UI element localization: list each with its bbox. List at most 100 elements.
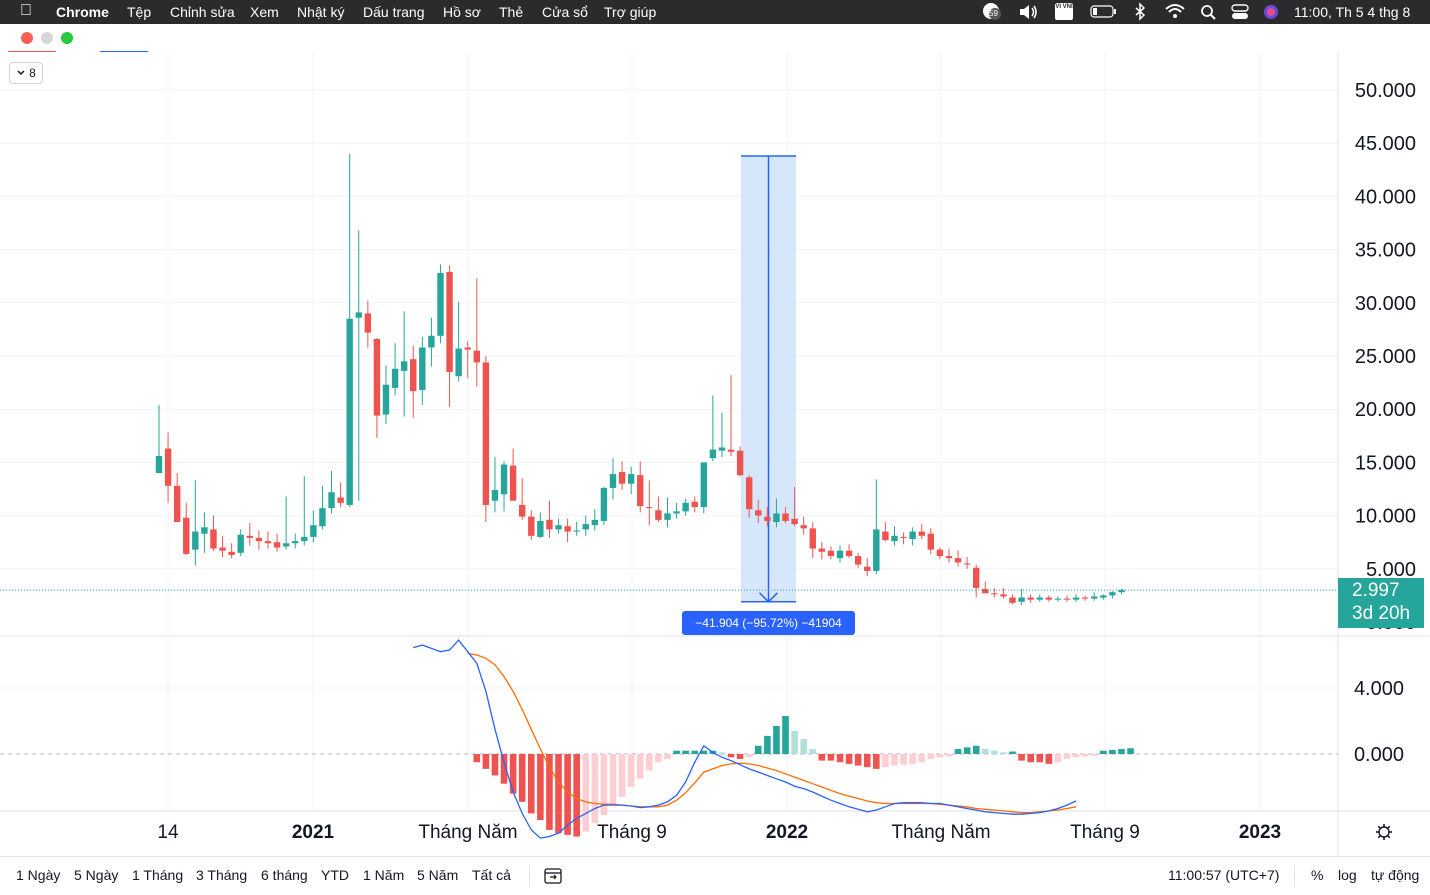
candle-body [1063,598,1071,600]
candle [428,317,435,367]
macd-histogram-bar [927,754,935,759]
goto-date-icon[interactable] [543,867,563,888]
candle [555,518,562,534]
control-center-icon[interactable] [1230,0,1250,24]
window-titlebar [0,24,1430,53]
candle-body [192,531,199,550]
macd-histogram-bar [537,754,544,820]
candle-body [391,368,399,388]
measure-arrow-head [758,592,779,603]
candle-body [1118,590,1125,593]
toolbar-divider [529,865,530,887]
menu-bookmarks[interactable]: Dấu trang [363,4,425,20]
auto-scale-button[interactable]: tự động [1371,867,1420,883]
candle-body [473,350,480,363]
candle [455,301,462,382]
candle-body [228,551,235,555]
time-tick-label: 2022 [766,822,808,843]
candle-body [945,556,953,559]
candle-body [509,465,517,501]
candle [973,564,980,598]
macd-histogram-bar [791,730,798,754]
candle [1027,594,1034,603]
menu-edit[interactable]: Chỉnh sửa [170,4,235,20]
range-1m-button[interactable]: 1 Tháng [132,867,184,883]
price-chart[interactable]: 50.000 45.000 40.000 35.000 30.000 25.000 20.0… [0,52,1430,856]
candle-body [155,456,163,474]
close-window-icon[interactable] [21,32,33,44]
macd-histogram-bar [555,754,562,834]
range-6m-button[interactable]: 6 tháng [261,867,308,883]
zoom-window-icon[interactable] [61,32,73,44]
candle [546,500,553,538]
candle-body [237,534,244,553]
macd-histogram-bar [1063,754,1071,759]
candle [310,510,317,543]
candle-body [954,558,962,563]
menubar-clock[interactable]: 11:00, Th 5 4 thg 8 [1294,4,1411,20]
candle-body [255,537,263,542]
percent-scale-button[interactable]: % [1311,867,1324,883]
log-scale-button[interactable]: log [1338,867,1357,883]
range-ytd-button[interactable]: YTD [321,867,349,883]
candle-body [818,548,826,552]
candle-body [973,567,980,588]
menu-view[interactable]: Xem [250,4,279,20]
price-tick-label: 30.000 [1355,293,1416,315]
macd-histogram-bar [963,747,971,754]
utc-time[interactable]: 11:00:57 (UTC+7) [1168,867,1280,883]
range-all-button[interactable]: Tất cả [472,867,511,883]
macd-histogram-bar [845,754,853,764]
menu-tabs[interactable]: Thẻ [499,4,524,20]
volume-icon[interactable] [1017,0,1039,24]
candle-body [982,589,989,594]
candle-body [655,510,662,520]
battery-icon[interactable] [1090,0,1118,24]
macd-histogram-bar [909,754,916,764]
range-3m-button[interactable]: 3 Tháng [196,867,248,883]
bluetooth-icon[interactable] [1133,0,1147,24]
candle-body [400,361,408,371]
candle-body [736,450,744,476]
candle-body [782,513,789,521]
price-tick-label: 5.000 [1366,559,1416,581]
range-5y-button[interactable]: 5 Năm [417,867,459,883]
price-tick-label: 45.000 [1355,133,1416,155]
macd-histogram-bar [1054,754,1062,763]
notification-badge-icon[interactable]: 59 [981,0,1003,24]
candle-body [382,384,390,415]
menu-history[interactable]: Nhật ký [297,4,345,20]
settings-gear-icon[interactable] [1376,824,1392,840]
macd-histogram-bar [1027,754,1034,763]
candle-body [1100,595,1107,598]
macd-histogram-bar [618,754,626,797]
wifi-icon[interactable] [1164,0,1186,24]
candle-body [591,519,599,526]
candle-body [673,511,680,514]
macd-histogram-bar [900,754,907,765]
menu-window[interactable]: Cửa sổ [542,4,588,20]
minimize-window-icon[interactable] [41,32,53,44]
macd-histogram-bar [1000,752,1007,754]
spotlight-search-icon[interactable] [1199,0,1217,24]
app-menu-chrome[interactable]: Chrome [56,4,109,20]
candle [818,542,826,560]
candle-body [709,449,717,459]
candle-body [1072,597,1080,600]
candle-body [528,516,535,536]
macd-histogram-bar [836,754,844,763]
candle-body [746,477,753,510]
menu-help[interactable]: Trợ giúp [604,4,657,20]
range-1y-button[interactable]: 1 Năm [363,867,405,883]
collapse-indicators-button[interactable]: 8 [9,62,43,84]
candle [909,527,916,546]
input-method-icon[interactable]: VI VNI [1055,3,1073,27]
menu-file[interactable]: Tệp [127,4,152,20]
apple-menu-icon[interactable]:  [20,2,32,20]
range-1d-button[interactable]: 1 Ngày [16,867,61,883]
time-tick-label: 2023 [1239,822,1281,843]
menu-profiles[interactable]: Hồ sơ [443,4,481,20]
siri-icon[interactable] [1262,0,1280,24]
range-5d-button[interactable]: 5 Ngày [74,867,119,883]
candle-body [319,508,326,527]
